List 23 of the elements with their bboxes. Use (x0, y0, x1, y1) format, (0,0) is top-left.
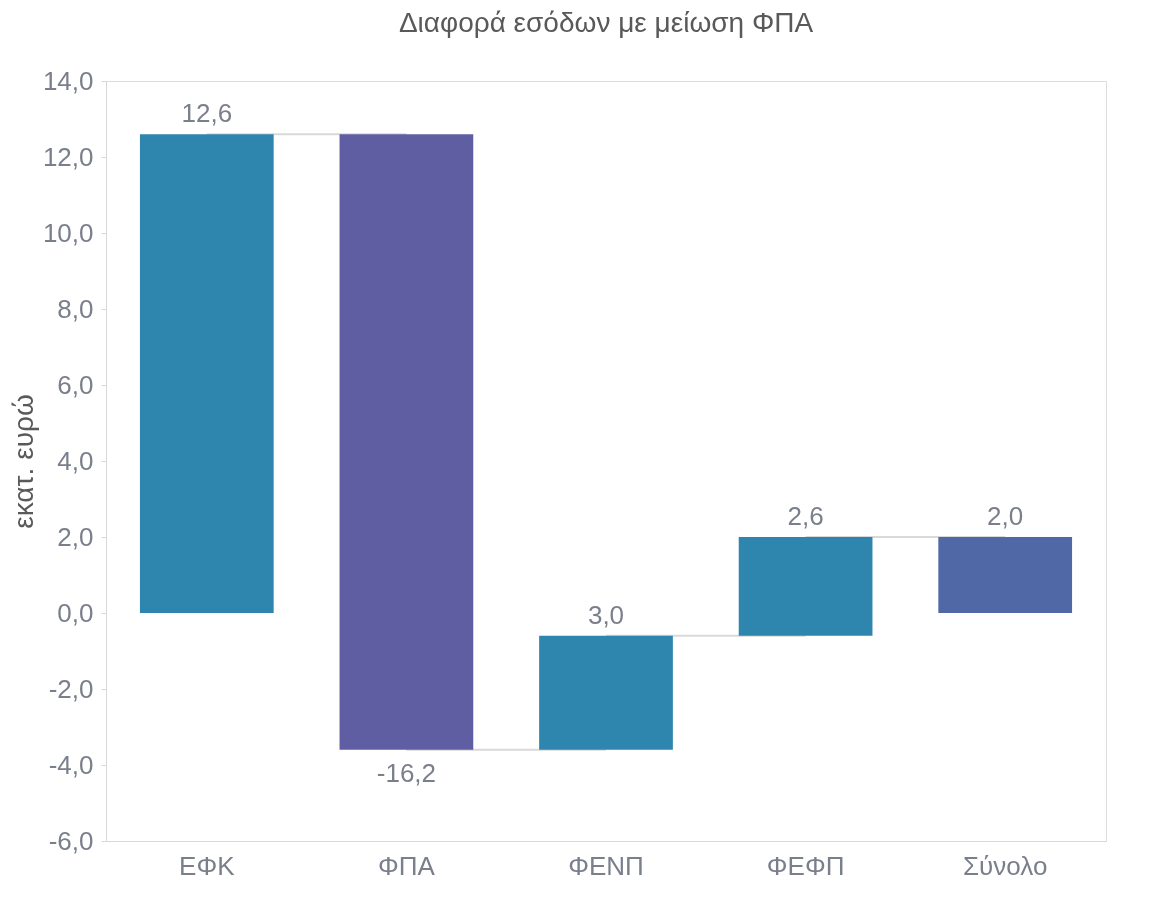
x-tick-label: Σύνολο (963, 850, 1048, 881)
x-tick-label: ΦΕΦΠ (766, 850, 845, 881)
x-tick-label: ΦΠΑ (377, 850, 436, 881)
y-tick-label: 10,0 (42, 217, 94, 248)
x-tick-label: ΦΕΝΠ (568, 850, 644, 881)
y-tick-label: 6,0 (57, 369, 94, 400)
y-tick-label: -2,0 (48, 673, 94, 704)
y-tick-label: -4,0 (48, 749, 94, 780)
y-tick-label: 14,0 (42, 65, 94, 96)
y-axis-title: εκατ. ευρώ (7, 394, 39, 529)
chart-title: Διαφορά εσόδων με μείωση ΦΠΑ (398, 7, 814, 38)
y-tick-label: 2,0 (57, 521, 94, 552)
data-label: 2,0 (987, 501, 1024, 531)
data-label: -16,2 (376, 757, 437, 788)
data-label: 12,6 (181, 98, 233, 129)
y-tick-label: 0,0 (57, 597, 94, 628)
y-tick-label: 12,0 (42, 141, 94, 172)
x-tick-label: ΕΦΚ (179, 850, 236, 881)
y-tick-label: -6,0 (48, 825, 94, 856)
y-tick-label: 8,0 (57, 293, 94, 324)
y-tick-label: 4,0 (57, 445, 94, 476)
data-label: 3,0 (587, 599, 625, 630)
data-label: 2,6 (787, 501, 824, 531)
